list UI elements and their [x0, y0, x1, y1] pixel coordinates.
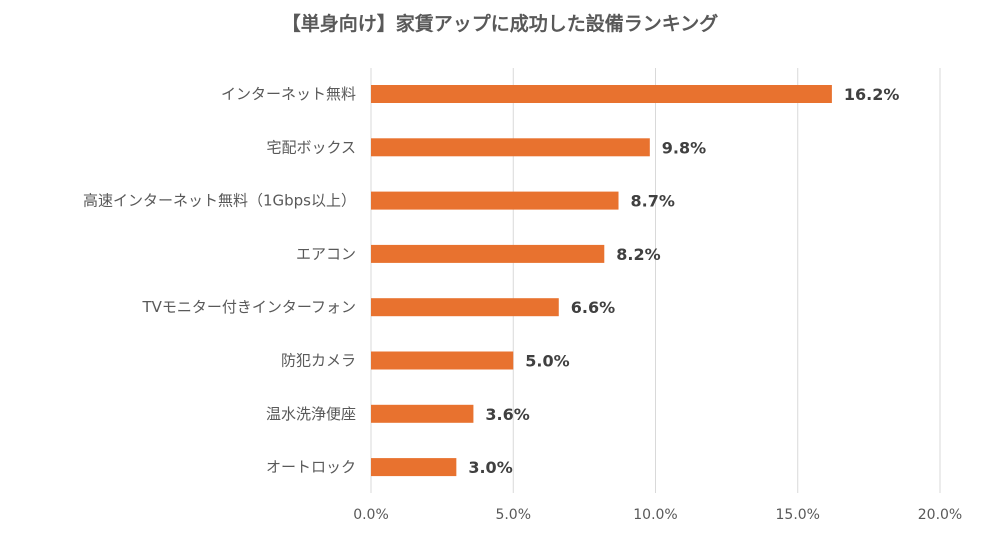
bar: [371, 298, 559, 317]
x-tick-label: 20.0%: [918, 507, 962, 523]
category-label: 宅配ボックス: [266, 138, 356, 156]
value-label: 3.0%: [468, 458, 512, 477]
x-tick-label: 0.0%: [353, 507, 389, 523]
chart-title: 【単身向け】家賃アップに成功した設備ランキング: [282, 12, 718, 35]
value-label: 3.6%: [485, 405, 529, 424]
x-tick-label: 10.0%: [633, 507, 677, 523]
value-label: 6.6%: [571, 298, 615, 317]
bar: [371, 351, 514, 370]
x-tick-label: 5.0%: [495, 507, 531, 523]
category-label: TVモニター付きインターフォン: [141, 298, 356, 316]
value-label: 8.2%: [616, 245, 660, 264]
bar: [371, 85, 832, 103]
bar: [371, 191, 619, 210]
value-label: 16.2%: [844, 85, 900, 104]
category-label: オートロック: [266, 458, 356, 476]
category-label: エアコン: [296, 245, 356, 263]
bar: [371, 244, 605, 263]
bar: [371, 138, 650, 157]
value-label: 8.7%: [631, 192, 675, 211]
bar: [371, 458, 457, 477]
category-label: 防犯カメラ: [281, 352, 356, 370]
category-label: 高速インターネット無料（1Gbps以上）: [83, 192, 356, 210]
category-label: インターネット無料: [221, 85, 356, 103]
x-tick-label: 15.0%: [776, 507, 820, 523]
category-label: 温水洗浄便座: [266, 405, 356, 423]
bar: [371, 404, 474, 423]
value-label: 9.8%: [662, 138, 706, 157]
value-label: 5.0%: [525, 352, 569, 371]
